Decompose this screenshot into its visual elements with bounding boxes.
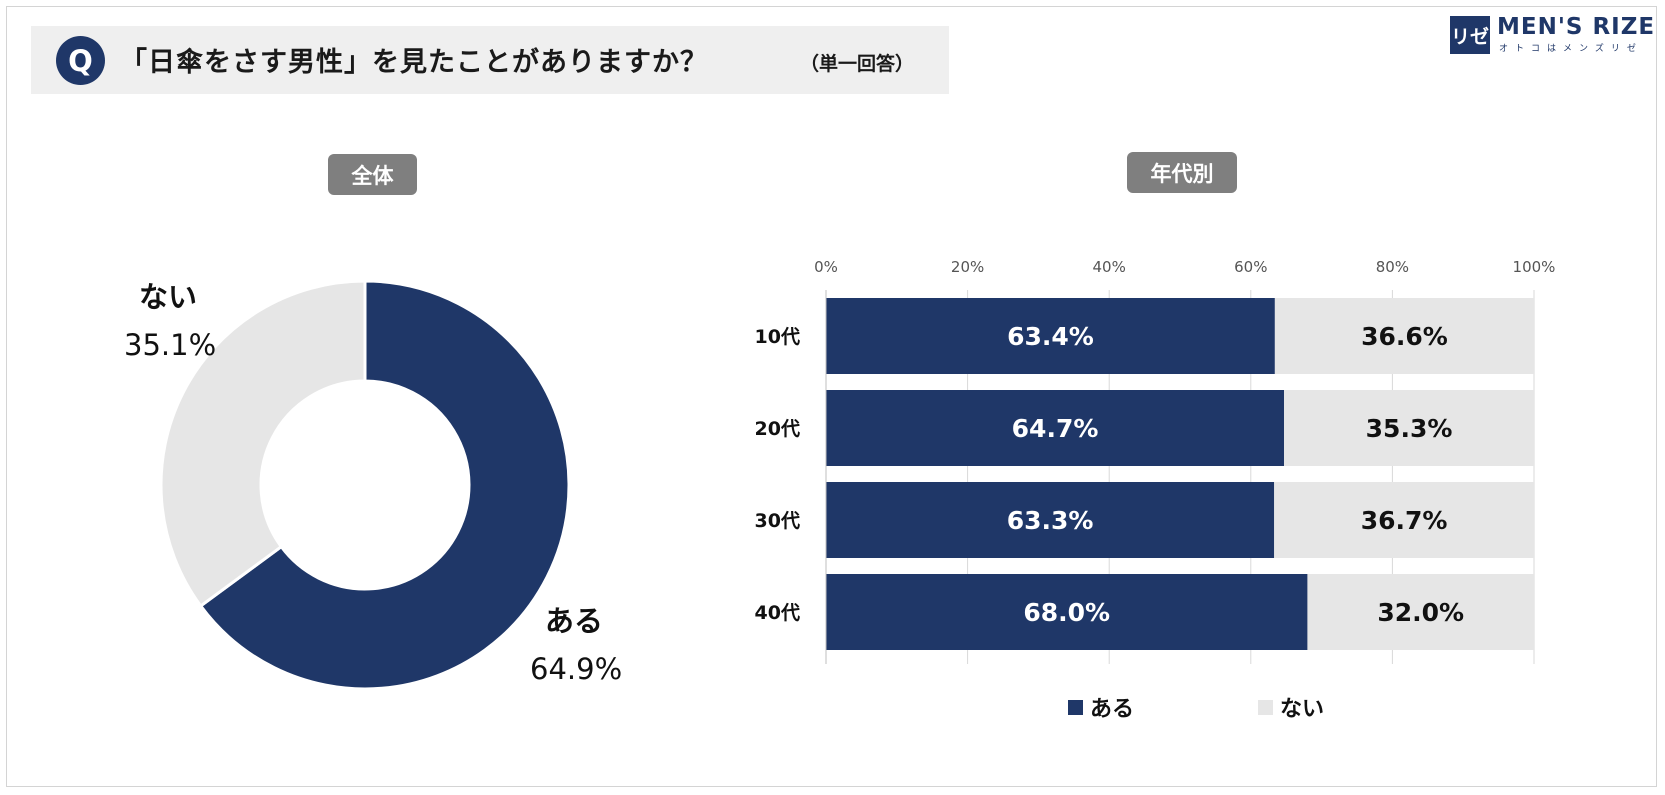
question-bar (31, 26, 949, 94)
x-tick-label: 60% (1234, 258, 1267, 276)
question-note: （単一回答） (800, 53, 915, 75)
legend-swatch-aru (1068, 700, 1083, 715)
bar-segment-nai (1284, 390, 1534, 466)
bar-data-label: 63.3% (1007, 506, 1094, 535)
bar-segment-aru (826, 298, 1275, 374)
x-tick-label: 20% (951, 258, 984, 276)
bar-data-label: 63.4% (1007, 322, 1094, 351)
legend-label-nai: ない (1280, 697, 1324, 722)
pie-label-aru: ある (545, 604, 604, 638)
bar-data-label: 35.3% (1366, 414, 1453, 443)
category-label: 20代 (755, 418, 800, 440)
question-title: 「日傘をさす男性」を見たことがありますか？ (120, 47, 708, 78)
bar-segment-aru (826, 574, 1308, 650)
pie-value-aru: 64.9% (530, 652, 623, 686)
bar-segment-nai (1274, 298, 1534, 374)
x-tick-label: 0% (814, 258, 838, 276)
pie-label-nai: ない (139, 280, 198, 314)
brand-name: MEN'S RIZE (1497, 14, 1656, 40)
bar-segment-nai (1307, 574, 1534, 650)
pie-title-pill: 全体 (328, 154, 417, 195)
donut-chart (160, 280, 570, 690)
category-label: 30代 (755, 510, 800, 532)
x-tick-label: 40% (1093, 258, 1126, 276)
question-badge: Q (56, 36, 105, 85)
x-tick-label: 100% (1513, 258, 1556, 276)
brand-tagline: オトコはメンズリゼ (1499, 44, 1643, 54)
bar-data-label: 68.0% (1023, 598, 1110, 627)
bar-data-label: 36.6% (1361, 322, 1448, 351)
pie-slice-aru (198, 280, 570, 690)
bar-segment-aru (826, 390, 1285, 466)
chart-frame (6, 6, 1657, 787)
legend-label-aru: ある (1090, 697, 1134, 722)
legend-swatch-nai (1258, 700, 1273, 715)
pie-slice-nai (160, 280, 367, 609)
brand-logo-mark: リゼ (1450, 16, 1490, 54)
category-label: 40代 (755, 602, 800, 624)
bar-segment-nai (1274, 482, 1534, 558)
category-label: 10代 (755, 326, 800, 348)
x-tick-label: 80% (1376, 258, 1409, 276)
stacked-bar-chart: 0% 20% 40% 60% 80% 100% 10代 63.4% 36.6% 20代 64.7% 3… (755, 258, 1556, 722)
pie-value-nai: 35.1% (124, 328, 217, 362)
bar-data-label: 36.7% (1361, 506, 1448, 535)
bar-title-pill: 年代別 (1127, 152, 1237, 193)
bar-data-label: 64.7% (1012, 414, 1099, 443)
bar-segment-aru (826, 482, 1275, 558)
bar-data-label: 32.0% (1377, 598, 1464, 627)
